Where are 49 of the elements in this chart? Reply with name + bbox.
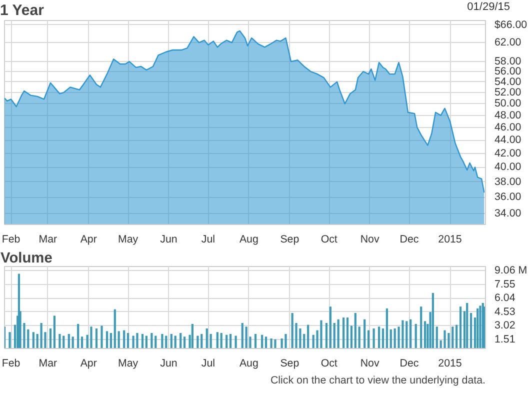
text: 01/29/15: [467, 0, 510, 15]
x-tick-label: Sep: [280, 358, 300, 370]
y-tick-label: 62.00: [494, 36, 522, 49]
y-tick-label: 48.00: [494, 109, 522, 122]
y-tick-label: 50.00: [494, 98, 522, 110]
x-tick-label: Oct: [320, 358, 338, 370]
x-tick-label: Feb: [2, 234, 20, 246]
y-tick-label: 58.00: [494, 56, 522, 68]
x-tick-label: Jul: [201, 358, 216, 370]
y-tick-label: 46.00: [494, 121, 522, 134]
x-tick-label: Aug: [239, 234, 258, 246]
y-tick-label: 1.51: [494, 333, 516, 346]
x-tick-label: Jun: [160, 234, 178, 246]
x-tick-label: May: [118, 358, 139, 370]
y-tick-label: 38.00: [494, 176, 522, 188]
y-tick-label: 40.00: [494, 161, 522, 174]
y-tick-label: 54.00: [494, 76, 522, 88]
y-tick-label: $66.00: [494, 18, 528, 31]
x-tick-label: Jun: [160, 358, 178, 370]
y-tick-label: 52.00: [494, 86, 522, 99]
y-tick-label: 4.53: [494, 306, 516, 318]
x-tick-label: May: [118, 234, 139, 246]
chart-title: Volume: [0, 250, 52, 266]
y-tick-label: 36.00: [494, 191, 522, 204]
x-tick-label: 2015: [438, 234, 462, 246]
x-tick-label: Nov: [360, 234, 380, 246]
x-tick-label: Jul: [201, 234, 216, 246]
y-tick-label: 3.02: [494, 320, 516, 332]
y-tick-label: 56.00: [494, 66, 522, 78]
y-tick-label: 44.00: [494, 134, 522, 146]
x-tick-label: Apr: [80, 234, 98, 246]
x-tick-label: Mar: [38, 358, 58, 370]
x-tick-label: Oct: [320, 234, 338, 246]
y-tick-label: 6.04: [494, 292, 516, 304]
x-tick-label: Dec: [400, 358, 420, 370]
x-tick-label: Feb: [2, 358, 20, 370]
x-tick-label: Sep: [280, 234, 300, 246]
y-tick-label: 42.00: [494, 147, 522, 160]
chart-title: 1 Year: [0, 1, 44, 21]
text: Click on the chart to view the underlying data.: [270, 374, 486, 386]
x-tick-label: Apr: [80, 358, 98, 370]
y-tick-label: 34.00: [494, 207, 522, 220]
x-tick-label: 2015: [438, 358, 462, 370]
x-tick-label: Dec: [400, 234, 420, 246]
x-tick-label: Aug: [239, 358, 258, 370]
x-tick-label: Nov: [360, 358, 380, 370]
y-tick-label: 7.55: [494, 278, 516, 290]
y-tick-label: 9.06 M: [494, 264, 528, 277]
x-tick-label: Mar: [38, 234, 58, 246]
